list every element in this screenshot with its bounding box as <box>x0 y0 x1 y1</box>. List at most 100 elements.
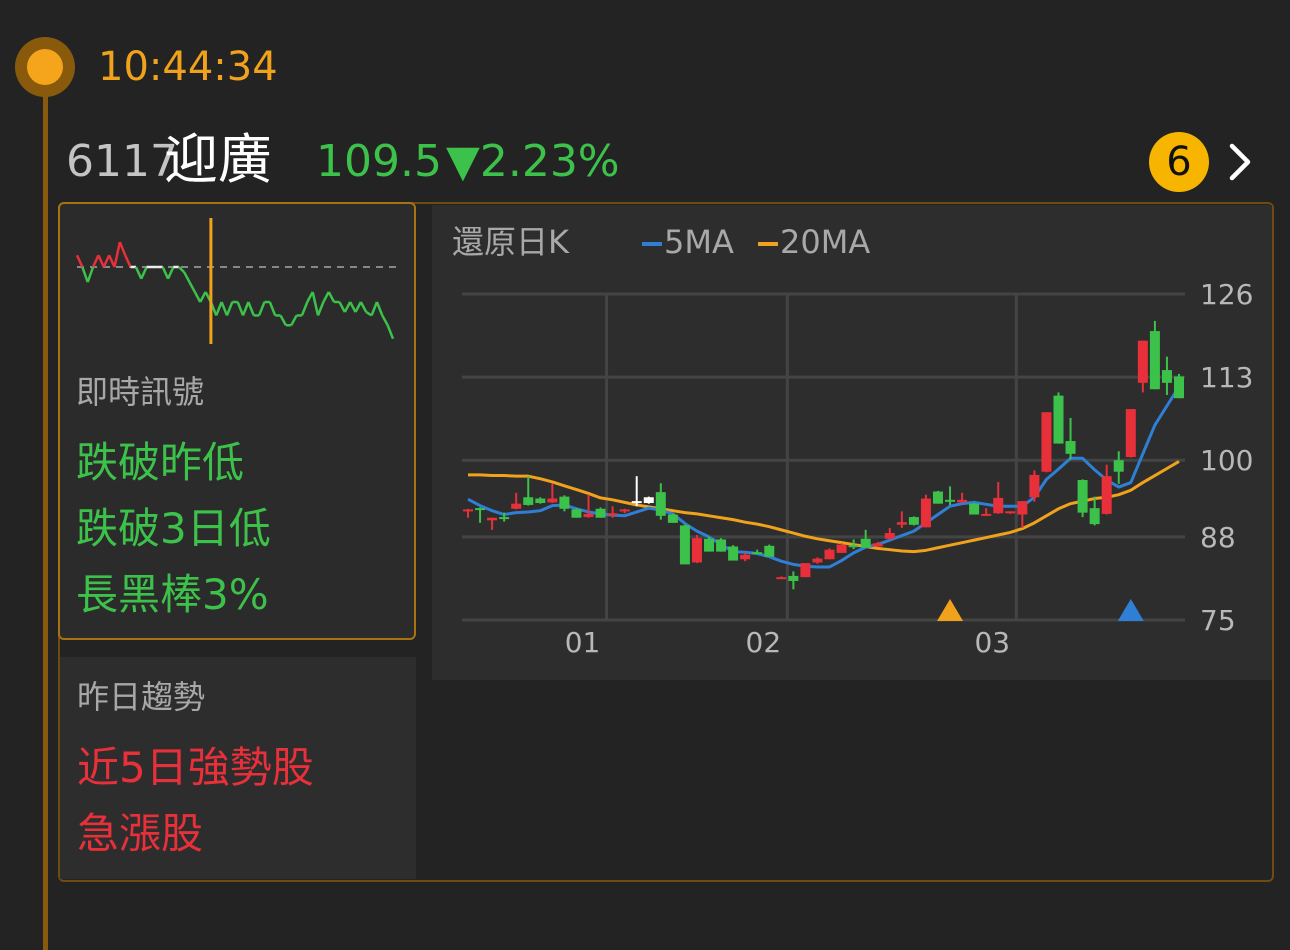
candle-body <box>740 554 751 560</box>
stock-price: 109.5 <box>316 136 442 187</box>
candle-body <box>836 544 847 553</box>
intraday-segment <box>91 254 100 268</box>
candle-body <box>1149 331 1160 390</box>
candle-body <box>595 508 606 518</box>
candle-body <box>884 533 895 539</box>
intraday-segment <box>113 241 122 268</box>
stock-code[interactable]: 6117 <box>66 136 178 187</box>
candle-body <box>547 498 558 503</box>
candle-body <box>523 497 534 505</box>
signal-count-badge[interactable]: 6 <box>1149 132 1209 192</box>
legend-20ma-label: 20MA <box>780 223 871 261</box>
candle-body <box>981 513 992 516</box>
ma5-line <box>467 385 1181 569</box>
y-tick-label: 126 <box>1200 278 1253 311</box>
candle-body <box>848 545 859 548</box>
candle-body <box>643 497 654 504</box>
signal-item: 長黑棒3% <box>76 570 269 619</box>
candle-body <box>1005 511 1016 514</box>
price-change: ▼2.23% <box>446 136 620 187</box>
candle-body <box>607 513 618 516</box>
y-tick-label: 113 <box>1200 361 1253 394</box>
intraday-segment <box>349 301 357 313</box>
candle-body <box>764 545 775 557</box>
candle-body <box>957 499 968 503</box>
legend-20ma: 20MA <box>758 222 870 262</box>
timeline-dot-inner <box>27 49 63 85</box>
candle-body <box>993 497 1004 514</box>
intraday-segment <box>118 241 127 256</box>
trend-item: 近5日強勢股 <box>77 743 314 792</box>
chevron-right-icon[interactable] <box>1226 140 1256 184</box>
intraday-segment <box>193 291 202 303</box>
y-tick-label: 100 <box>1200 444 1253 477</box>
ma20-line <box>468 460 1180 554</box>
intraday-segment <box>241 301 250 316</box>
candle-body <box>932 491 943 504</box>
intraday-segment <box>343 301 352 313</box>
intraday-segment <box>188 281 196 293</box>
candle-body <box>1113 460 1124 472</box>
candle-body <box>728 546 739 561</box>
candle-body <box>463 509 473 512</box>
candle-body <box>704 538 715 552</box>
intraday-segment <box>86 266 95 283</box>
candle-body <box>776 577 787 580</box>
intraday-segment <box>375 301 384 316</box>
intraday-segment <box>183 271 191 283</box>
x-tick-label: 03 <box>974 626 1010 659</box>
intraday-segment <box>166 266 175 280</box>
candle-body <box>679 525 690 565</box>
candle-body <box>583 513 594 518</box>
candle-body <box>631 501 642 504</box>
intraday-segment <box>177 266 185 273</box>
candle-body <box>1029 474 1040 498</box>
candle-body <box>691 538 702 563</box>
timeline-line <box>43 70 48 950</box>
candle-body <box>1125 409 1136 457</box>
candle-body <box>920 498 931 528</box>
intraday-segment <box>140 266 148 280</box>
intraday-segment <box>386 324 395 340</box>
candle-body <box>1065 441 1076 454</box>
realtime-signal-label: 即時訊號 <box>76 373 205 411</box>
intraday-segment <box>215 301 223 316</box>
candle-body <box>716 539 727 552</box>
candle-body <box>896 522 907 525</box>
candle-body <box>872 543 883 547</box>
intraday-segment <box>327 291 336 303</box>
candle-body <box>788 575 799 582</box>
candle-body <box>908 517 919 525</box>
intraday-segment <box>322 291 330 303</box>
candle-body <box>655 492 666 516</box>
intraday-segment <box>199 291 207 303</box>
intraday-segment <box>257 301 266 316</box>
stock-name[interactable]: 迎廣 <box>164 128 272 191</box>
candle-body <box>535 498 546 504</box>
legend-20ma-swatch <box>758 242 778 246</box>
y-tick-label: 88 <box>1200 521 1236 554</box>
signal-triangle-icon <box>937 599 964 621</box>
trend-item: 急漲股 <box>77 809 204 858</box>
candle-body <box>860 538 871 548</box>
intraday-segment <box>381 314 389 326</box>
intraday-segment <box>338 301 346 313</box>
intraday-segment <box>247 301 255 316</box>
candle-body <box>667 514 678 523</box>
intraday-segment <box>290 314 298 326</box>
candle-body <box>475 508 486 511</box>
intraday-segment <box>97 254 105 268</box>
candle-body <box>619 509 630 512</box>
candle-body <box>499 517 510 520</box>
candle-body <box>559 496 570 509</box>
legend-5ma-swatch <box>642 242 662 246</box>
chart-title: 還原日K <box>452 223 569 261</box>
intraday-segment <box>279 314 287 326</box>
candle-body <box>1089 508 1100 525</box>
candle-body <box>487 517 498 521</box>
candle-body <box>945 499 956 502</box>
intraday-segment <box>225 301 234 316</box>
realtime-signal-panel: 即時訊號 跌破昨低 跌破3日低 長黑棒3% <box>58 202 416 640</box>
intraday-segment <box>300 301 309 316</box>
intraday-segment <box>268 301 277 316</box>
